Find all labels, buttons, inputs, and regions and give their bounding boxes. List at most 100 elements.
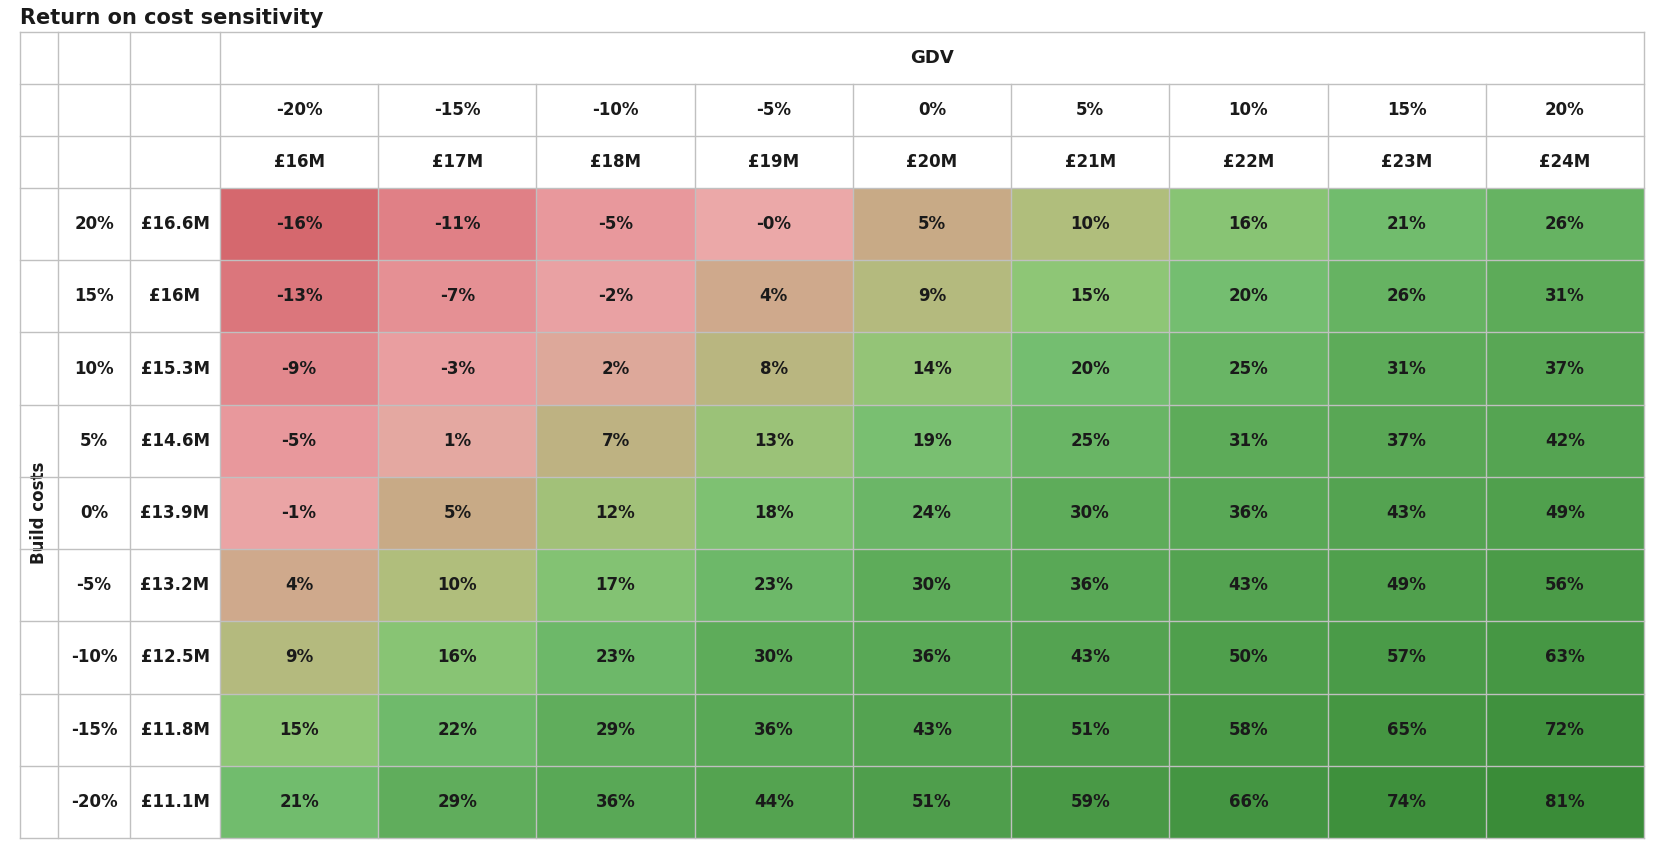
Text: -10%: -10%: [71, 648, 118, 667]
Text: 20%: 20%: [1069, 360, 1109, 377]
Bar: [1011, 188, 1168, 261]
Bar: [693, 477, 852, 549]
Bar: [852, 621, 1011, 694]
Text: 51%: 51%: [1069, 721, 1109, 739]
Text: 0%: 0%: [917, 101, 945, 119]
Text: 18%: 18%: [753, 504, 793, 522]
Bar: [536, 694, 693, 766]
Bar: [536, 477, 693, 549]
Text: 21%: 21%: [1385, 215, 1425, 233]
Bar: [1327, 261, 1485, 332]
Bar: [1011, 766, 1168, 838]
Text: -5%: -5%: [597, 215, 632, 233]
Text: 43%: 43%: [1228, 576, 1268, 594]
Bar: [377, 188, 536, 261]
Text: -15%: -15%: [71, 721, 118, 739]
Text: £14.6M: £14.6M: [141, 431, 210, 450]
Text: -20%: -20%: [276, 101, 323, 119]
Text: £19M: £19M: [748, 153, 799, 171]
Bar: [1485, 188, 1643, 261]
Bar: [1168, 332, 1327, 404]
Text: 56%: 56%: [1544, 576, 1584, 594]
Bar: [377, 621, 536, 694]
Text: GDV: GDV: [910, 49, 953, 67]
Bar: [1327, 766, 1485, 838]
Text: 24%: 24%: [912, 504, 952, 522]
Text: 36%: 36%: [596, 793, 636, 810]
Text: £23M: £23M: [1380, 153, 1432, 171]
Text: 43%: 43%: [1069, 648, 1109, 667]
Bar: [220, 404, 377, 477]
Bar: [536, 621, 693, 694]
Text: Build costs: Build costs: [30, 462, 48, 564]
Bar: [693, 188, 852, 261]
Text: 21%: 21%: [280, 793, 319, 810]
Text: 42%: 42%: [1544, 431, 1584, 450]
Bar: [1485, 477, 1643, 549]
Text: 29%: 29%: [437, 793, 477, 810]
Text: 23%: 23%: [596, 648, 636, 667]
Text: 37%: 37%: [1385, 431, 1425, 450]
Text: 63%: 63%: [1544, 648, 1584, 667]
Text: 23%: 23%: [753, 576, 793, 594]
Bar: [1011, 332, 1168, 404]
Text: 10%: 10%: [1069, 215, 1109, 233]
Text: -5%: -5%: [281, 431, 316, 450]
Text: 29%: 29%: [596, 721, 636, 739]
Text: 26%: 26%: [1385, 288, 1425, 305]
Text: 65%: 65%: [1385, 721, 1425, 739]
Text: 50%: 50%: [1228, 648, 1268, 667]
Text: 59%: 59%: [1069, 793, 1109, 810]
Bar: [536, 404, 693, 477]
Text: -13%: -13%: [276, 288, 323, 305]
Text: 15%: 15%: [74, 288, 114, 305]
Text: 12%: 12%: [596, 504, 636, 522]
Bar: [377, 549, 536, 621]
Text: Return on cost sensitivity: Return on cost sensitivity: [20, 8, 323, 28]
Bar: [20, 32, 1643, 188]
Text: -5%: -5%: [76, 576, 111, 594]
Bar: [1011, 621, 1168, 694]
Text: -2%: -2%: [597, 288, 632, 305]
Text: £16M: £16M: [149, 288, 200, 305]
Text: 5%: 5%: [1076, 101, 1104, 119]
Text: 36%: 36%: [1228, 504, 1268, 522]
Text: 20%: 20%: [1228, 288, 1268, 305]
Text: 14%: 14%: [912, 360, 952, 377]
Bar: [693, 766, 852, 838]
Text: £20M: £20M: [905, 153, 957, 171]
Text: 25%: 25%: [1069, 431, 1109, 450]
Bar: [1485, 549, 1643, 621]
Text: -20%: -20%: [71, 793, 118, 810]
Text: 5%: 5%: [444, 504, 472, 522]
Text: 15%: 15%: [1069, 288, 1109, 305]
Bar: [1327, 549, 1485, 621]
Text: 37%: 37%: [1544, 360, 1584, 377]
Bar: [1011, 404, 1168, 477]
Text: 31%: 31%: [1228, 431, 1268, 450]
Bar: [377, 477, 536, 549]
Bar: [1485, 332, 1643, 404]
Bar: [536, 766, 693, 838]
Text: 5%: 5%: [79, 431, 108, 450]
Text: 72%: 72%: [1544, 721, 1584, 739]
Text: £13.2M: £13.2M: [141, 576, 210, 594]
Text: £16.6M: £16.6M: [141, 215, 209, 233]
Bar: [377, 332, 536, 404]
Bar: [852, 188, 1011, 261]
Bar: [220, 332, 377, 404]
Bar: [1011, 477, 1168, 549]
Bar: [1168, 694, 1327, 766]
Text: 2%: 2%: [601, 360, 629, 377]
Text: 36%: 36%: [1069, 576, 1109, 594]
Text: 4%: 4%: [760, 288, 788, 305]
Bar: [1168, 621, 1327, 694]
Bar: [1168, 549, 1327, 621]
Bar: [220, 621, 377, 694]
Bar: [693, 261, 852, 332]
Text: 10%: 10%: [1228, 101, 1268, 119]
Bar: [1327, 404, 1485, 477]
Text: -15%: -15%: [434, 101, 480, 119]
Text: 9%: 9%: [285, 648, 313, 667]
Text: 30%: 30%: [1069, 504, 1109, 522]
